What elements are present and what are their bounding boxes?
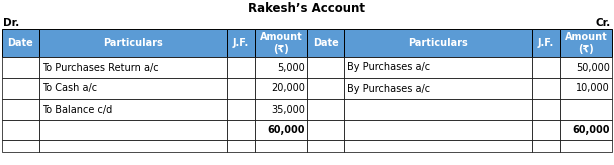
Bar — [532, 140, 560, 152]
Bar — [227, 78, 255, 99]
Text: To Cash a/c: To Cash a/c — [42, 83, 97, 94]
Bar — [255, 78, 307, 99]
Bar — [255, 120, 307, 140]
Text: 20,000: 20,000 — [271, 83, 305, 94]
Text: To Purchases Return a/c: To Purchases Return a/c — [42, 63, 158, 72]
Bar — [227, 120, 255, 140]
Bar — [39, 29, 227, 57]
Bar — [532, 99, 560, 120]
Bar — [307, 29, 344, 57]
Bar — [560, 57, 612, 78]
Bar — [227, 99, 255, 120]
Text: Cr.: Cr. — [596, 17, 611, 28]
Bar — [532, 29, 560, 57]
Text: By Purchases a/c: By Purchases a/c — [347, 63, 430, 72]
Bar — [344, 29, 532, 57]
Bar — [2, 78, 39, 99]
Bar — [344, 99, 532, 120]
Text: J.F.: J.F. — [538, 38, 554, 48]
Text: By Purchases a/c: By Purchases a/c — [347, 83, 430, 94]
Bar — [227, 29, 255, 57]
Text: Dr.: Dr. — [3, 17, 19, 28]
Bar — [307, 120, 344, 140]
Bar — [2, 29, 39, 57]
Text: J.F.: J.F. — [233, 38, 249, 48]
Text: To Balance c/d: To Balance c/d — [42, 104, 112, 115]
Bar — [344, 57, 532, 78]
Text: Amount
(₹): Amount (₹) — [260, 32, 302, 54]
Bar — [307, 78, 344, 99]
Bar — [227, 57, 255, 78]
Text: 5,000: 5,000 — [278, 63, 305, 72]
Text: 60,000: 60,000 — [268, 125, 305, 135]
Text: Rakesh’s Account: Rakesh’s Account — [249, 2, 365, 16]
Text: Particulars: Particulars — [103, 38, 163, 48]
Bar — [39, 99, 227, 120]
Bar — [39, 120, 227, 140]
Text: Amount
(₹): Amount (₹) — [565, 32, 607, 54]
Text: 50,000: 50,000 — [576, 63, 610, 72]
Bar — [39, 140, 227, 152]
Bar — [307, 99, 344, 120]
Bar — [307, 140, 344, 152]
Bar — [2, 57, 39, 78]
Text: 60,000: 60,000 — [572, 125, 610, 135]
Bar — [560, 120, 612, 140]
Bar — [255, 99, 307, 120]
Text: Particulars: Particulars — [408, 38, 468, 48]
Bar — [2, 140, 39, 152]
Bar — [560, 99, 612, 120]
Text: Date: Date — [313, 38, 338, 48]
Bar — [255, 140, 307, 152]
Bar — [560, 29, 612, 57]
Bar — [255, 57, 307, 78]
Bar — [532, 78, 560, 99]
Bar — [2, 99, 39, 120]
Bar — [344, 140, 532, 152]
Text: 10,000: 10,000 — [577, 83, 610, 94]
Bar — [532, 120, 560, 140]
Bar — [227, 140, 255, 152]
Bar — [39, 57, 227, 78]
Bar — [39, 78, 227, 99]
Bar — [532, 57, 560, 78]
Bar — [344, 120, 532, 140]
Bar — [255, 29, 307, 57]
Bar — [307, 57, 344, 78]
Bar — [344, 78, 532, 99]
Bar — [560, 140, 612, 152]
Bar — [560, 78, 612, 99]
Text: 35,000: 35,000 — [271, 104, 305, 115]
Bar — [2, 120, 39, 140]
Text: Date: Date — [7, 38, 33, 48]
